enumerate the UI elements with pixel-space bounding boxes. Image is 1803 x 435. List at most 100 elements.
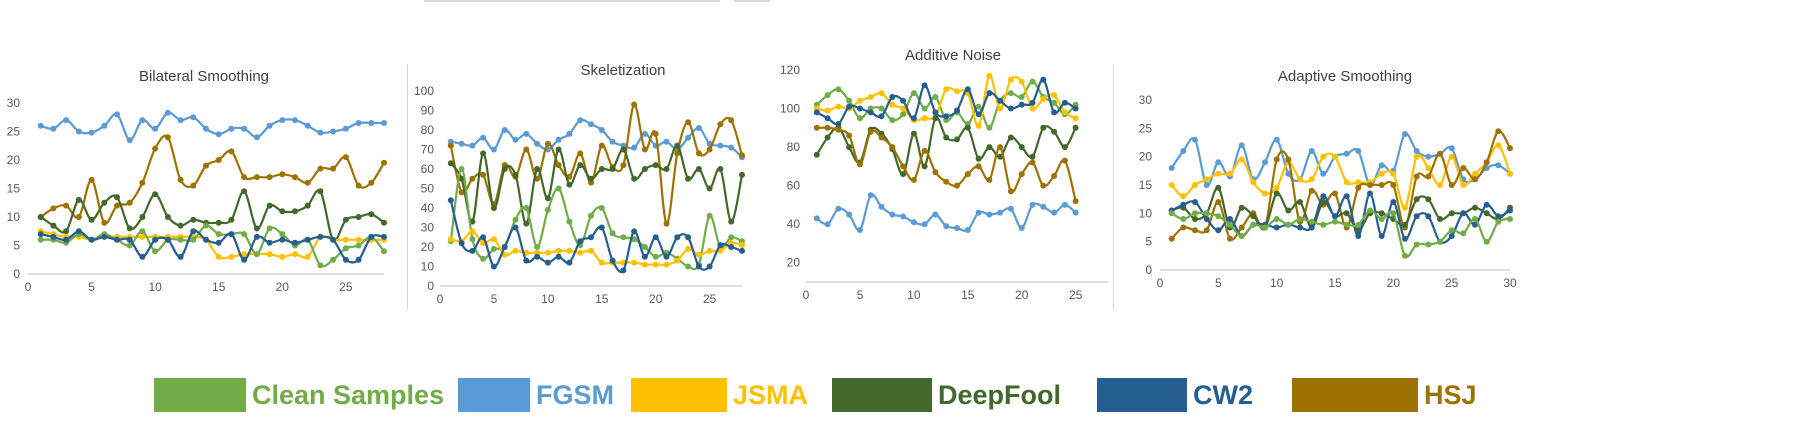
data-point-deepfool [139,214,146,220]
data-point-deepfool [631,175,638,182]
data-point-cw2 [997,97,1004,104]
data-point-deepfool [458,175,465,182]
y-tick-label: 15 [1139,178,1153,192]
y-tick-label: 30 [421,221,435,235]
data-point-hsj [910,176,917,183]
data-point-fgsm [1040,203,1047,210]
data-point-cw2 [609,257,616,264]
data-point-jsma [1215,170,1222,177]
chart-skeletization: Skeletization 0 5 10 15 20 25 0 10 20 30 40 50 60 70 80… [414,62,745,306]
data-point-jsma [1460,182,1467,188]
legend-swatch-hsj [1292,378,1418,412]
data-point-cw2 [1040,76,1047,83]
data-point-hsj [739,152,745,159]
data-point-cw2 [266,239,273,246]
y-tick-label: 60 [787,179,801,193]
data-point-clean-samples [1378,216,1385,222]
data-point-fgsm [1413,148,1420,154]
data-point-fgsm [63,117,70,124]
data-point-fgsm [932,211,939,218]
data-point-jsma [641,261,648,268]
data-point-fgsm [501,127,508,133]
data-point-clean-samples [588,212,594,219]
data-point-deepfool [813,151,820,158]
data-point-deepfool [598,166,605,172]
data-point-cw2 [342,256,349,263]
data-point-hsj [1308,187,1315,194]
data-point-fgsm [609,138,616,145]
data-point-jsma [1238,156,1245,163]
data-point-jsma [1262,190,1268,197]
data-point-cw2 [695,263,702,270]
data-point-cw2 [813,109,820,116]
data-point-cw2 [203,236,209,243]
data-point-hsj [652,130,659,137]
data-point-cw2 [986,90,993,97]
data-point-cw2 [1355,233,1362,239]
x-tick-label: 10 [541,292,555,306]
data-point-hsj [954,182,960,189]
data-point-cw2 [1448,233,1455,239]
y-tick-label: 25 [7,125,21,139]
data-point-fgsm [480,134,487,141]
data-point-deepfool [177,222,184,229]
data-point-jsma [215,253,222,260]
x-tick-label: 25 [1069,288,1083,302]
data-point-cw2 [88,236,95,243]
data-point-clean-samples [1203,210,1210,217]
y-tick-label: 20 [1139,150,1153,164]
data-point-clean-samples [1029,78,1036,85]
y-tick-label: 50 [421,182,435,196]
data-point-hsj [1507,145,1513,152]
data-point-deepfool [1018,144,1025,151]
data-point-clean-samples [1367,207,1373,214]
data-point-clean-samples [1437,238,1443,245]
data-point-fgsm [566,130,573,137]
data-point-fgsm [641,130,648,137]
data-point-hsj [1355,184,1362,191]
data-point-cw2 [1192,199,1198,205]
data-point-fgsm [1343,150,1350,157]
data-point-deepfool [620,146,627,153]
data-point-jsma [1437,182,1443,188]
data-point-jsma [824,107,831,114]
data-point-fgsm [1018,225,1025,231]
data-point-hsj [139,179,146,186]
series-jsma [1168,142,1513,211]
y-tick-label: 0 [13,267,20,281]
data-point-fgsm [342,125,349,132]
data-point-jsma [986,72,993,79]
data-point-deepfool [447,160,454,167]
data-point-cw2 [469,247,476,254]
data-point-fgsm [1285,170,1292,177]
data-point-fgsm [228,125,235,132]
data-point-hsj [964,171,971,178]
data-point-clean-samples [203,222,209,229]
data-point-hsj [975,163,982,170]
data-point-jsma [139,233,146,240]
legend-label-jsma: JSMA [733,379,809,410]
data-point-jsma [1168,182,1175,188]
data-point-clean-samples [1192,210,1198,217]
data-point-hsj [1215,199,1222,205]
data-point-fgsm [1180,148,1187,154]
data-point-jsma [1507,170,1513,177]
data-point-clean-samples [609,230,616,237]
data-point-fgsm [1238,142,1245,149]
data-point-deepfool [846,144,853,151]
data-point-fgsm [986,211,993,218]
data-point-jsma [943,86,950,93]
data-point-jsma [1297,176,1303,183]
data-point-hsj [317,165,324,172]
data-point-cw2 [241,256,248,263]
data-point-jsma [355,236,362,243]
data-point-clean-samples [910,90,917,97]
data-point-clean-samples [1308,218,1315,225]
x-tick-label: 5 [491,292,498,306]
data-point-hsj [577,150,584,157]
y-tick-label: 40 [787,217,801,231]
data-point-clean-samples [1483,238,1490,245]
series-cw2 [813,76,1079,127]
data-point-hsj [1040,182,1047,189]
data-point-clean-samples [555,185,562,192]
